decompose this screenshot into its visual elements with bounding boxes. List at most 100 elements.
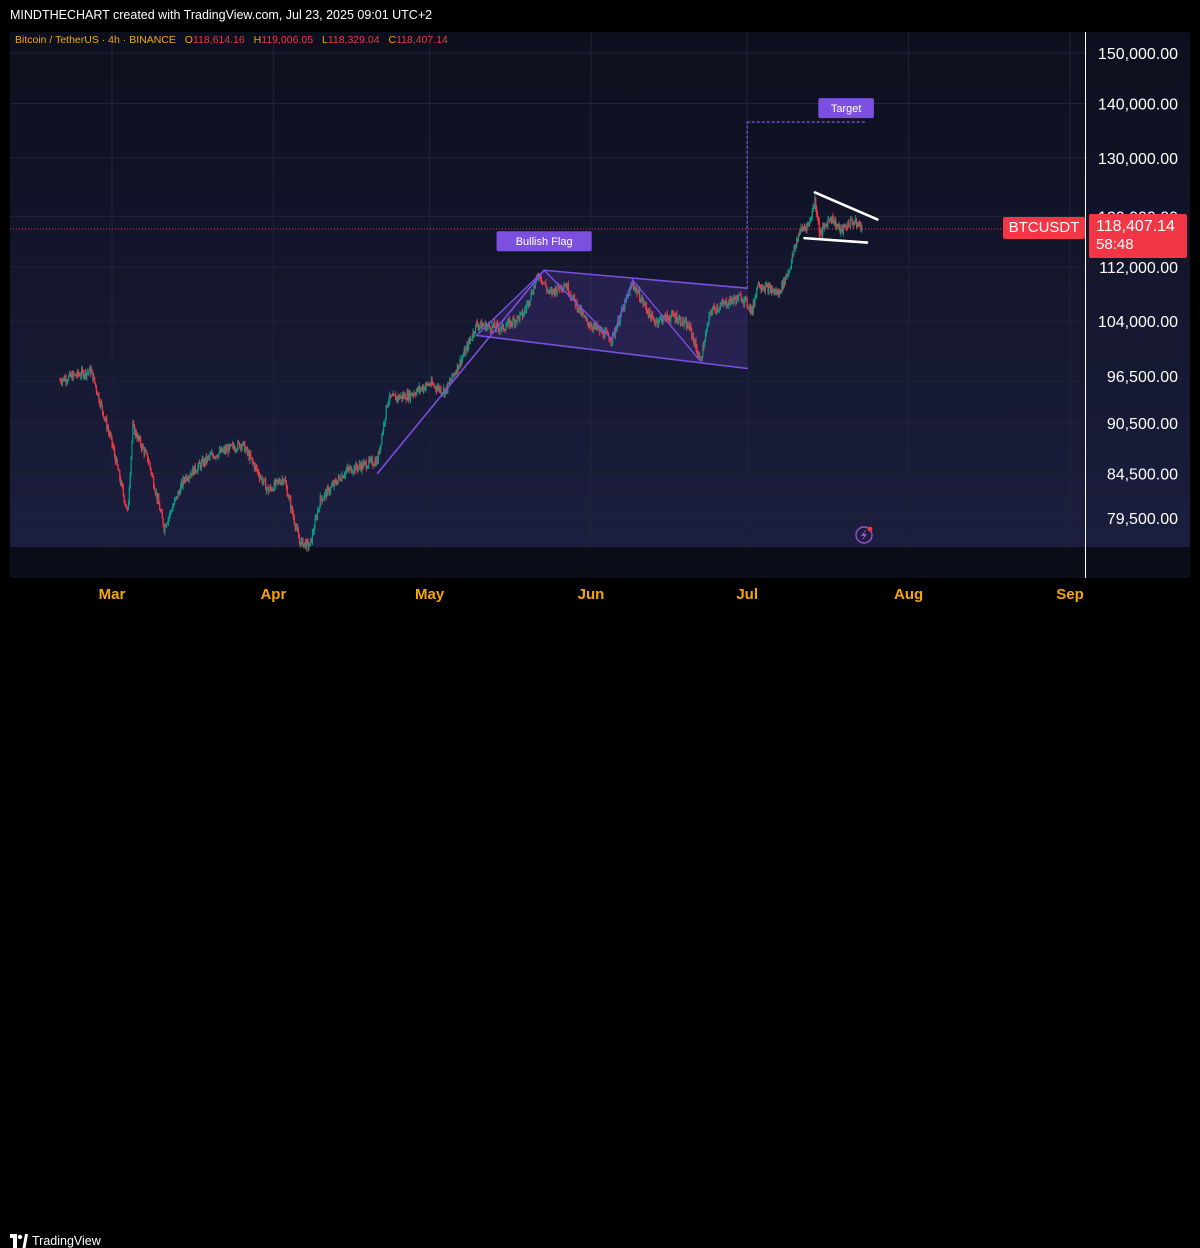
candle-body [170,511,172,512]
candle-body [350,466,353,473]
candle-body [522,315,524,317]
candle-body [794,247,796,249]
candle-body [732,299,734,303]
time-axis[interactable]: Mar Apr May Jun Jul Aug Sep [99,586,1084,603]
candle-body [135,430,137,437]
candle-body [195,471,197,473]
candle-body [142,445,144,449]
candle-body [187,479,189,480]
candle-body [710,311,712,313]
candle-body [757,282,760,286]
candle-body [355,463,357,472]
candle-body [724,300,727,302]
bullish-flag-label-text: Bullish Flag [516,236,573,248]
candle-body [776,291,779,295]
candle-body [756,287,758,297]
candle-body [706,324,708,330]
candle-body [397,395,399,400]
candle-body [456,364,458,374]
candle-body [833,223,835,224]
candle-body [435,388,438,391]
candle-body [383,423,386,424]
candle-body [146,451,148,454]
candle-body [101,405,104,412]
candle-body [366,467,368,469]
candle-body [242,441,244,445]
candle-body [553,289,555,291]
candle-body [509,320,511,327]
candle-body [207,456,209,458]
candle-body [845,226,847,228]
candle-body [319,496,321,508]
candle-body [553,290,556,295]
candle-body [533,286,535,294]
candle-body [67,380,69,382]
candle-body [475,322,478,325]
candle-body [282,479,284,483]
candle-body [329,491,331,494]
price-tick-label: 150,000.00 [1098,46,1178,63]
candle-body [354,466,356,472]
candle-body [381,434,383,445]
low-label: L [322,34,328,46]
candle-body [427,383,429,386]
candle-body [583,314,585,318]
tradingview-logo-icon[interactable] [10,1234,28,1248]
candle-body [258,475,261,479]
candle-body [793,247,795,255]
candle-body [716,307,718,313]
candle-body [581,312,583,315]
candle-body [413,393,415,395]
candle-body [473,331,475,335]
candle-body [697,353,699,355]
candle-body [714,307,716,312]
candle-body [458,365,460,370]
candle-body [102,411,104,417]
candle-body [799,231,801,235]
candle-body [320,496,322,500]
candle-body [801,227,803,229]
candle-body [782,282,784,288]
candle-body [678,318,680,322]
candle-body [192,467,194,476]
candle-body [642,298,644,304]
candle-body [174,498,176,501]
candle-body [777,291,780,295]
candle-body [342,475,344,479]
candle-body [809,221,811,224]
symbol-legend[interactable]: Bitcoin / TetherUS · 4h · BINANCE O118,6… [15,34,448,46]
candle-body [281,479,283,482]
date-tick-label: May [415,586,445,603]
candle-body [557,284,559,291]
candle-body [94,376,96,383]
candle-body [694,340,696,346]
tradingview-brand: TradingView [32,1234,101,1248]
candle-body [190,473,192,476]
candle-body [798,234,800,236]
time-axis-strip [10,547,1190,578]
candle-body [451,373,453,380]
candle-body [76,370,78,376]
candle-body [330,485,333,488]
price-chart[interactable]: Bullish Flag Target 79,500.00 84,500.00 90,… [0,0,1200,642]
candle-body [540,274,542,281]
candle-body [87,371,90,373]
price-tick-label: 140,000.00 [1098,97,1178,114]
candle-body [534,281,537,287]
open-value: 118,614.16 [193,34,245,46]
candle-body [304,542,307,549]
lightning-icon[interactable] [855,526,873,544]
candle-body [448,381,451,384]
candle-body [115,458,117,464]
candle-body [489,326,491,331]
candle-body [367,466,369,468]
candle-body [481,321,483,329]
candle-body [698,354,700,358]
candle-body [133,423,135,426]
candle-body [616,326,618,332]
candle-body [232,444,234,446]
candle-body [178,492,180,493]
candle-body [176,496,178,499]
candle-body [518,316,520,320]
candle-body [306,540,308,542]
